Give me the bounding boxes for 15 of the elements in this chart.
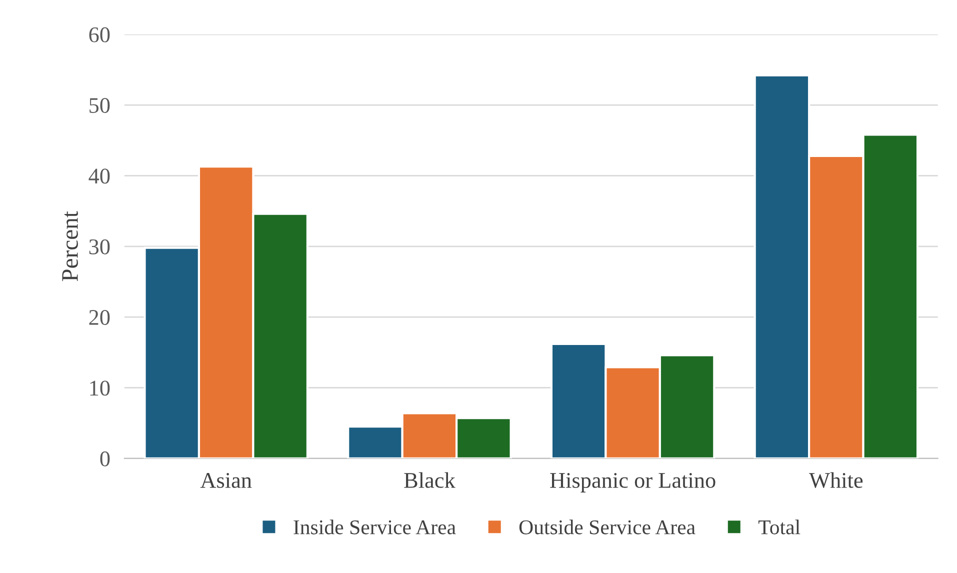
y-tick-label: 30 — [89, 239, 110, 254]
y-tick-label: 40 — [88, 168, 110, 184]
legend-label: Outside Service Area — [519, 520, 696, 534]
y-tick-label: 50 — [90, 98, 110, 113]
y-tick-label: 20 — [89, 310, 110, 325]
legend-label: Total — [758, 520, 800, 534]
legend-label: Inside Service Area — [294, 520, 456, 534]
x-tick-label: Asian — [200, 472, 252, 488]
x-tick-label: Hispanic or Latino — [550, 472, 716, 492]
y-axis-title: Percent — [62, 211, 78, 282]
y-tick-label: 60 — [89, 27, 110, 42]
x-tick-label: Black — [404, 472, 456, 488]
x-tick-label: White — [809, 472, 863, 488]
y-tick-label: 10 — [90, 380, 110, 396]
y-tick-label: 0 — [100, 451, 110, 466]
